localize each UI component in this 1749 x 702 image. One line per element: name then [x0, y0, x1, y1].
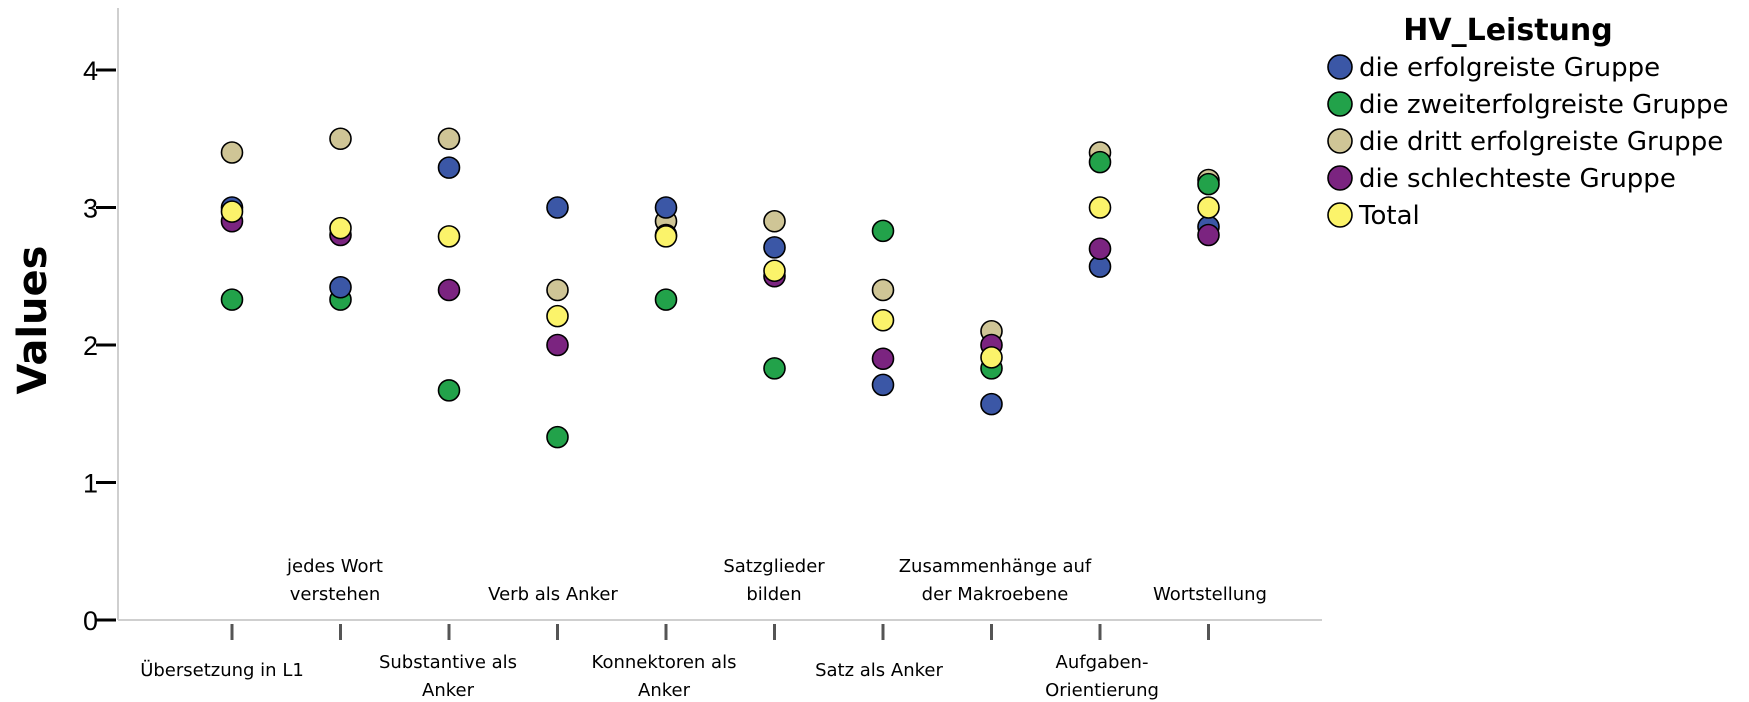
point-die-zweiterfolgreiste-gruppe-0: [220, 288, 244, 311]
x-tick-label-satzglieder-bilden: Satzglieder bilden: [723, 556, 825, 605]
x-tick-label-jedes-wort-verstehen: jedes Wort verstehen: [286, 556, 383, 605]
legend-marker-total: [1327, 202, 1353, 228]
point-total-9: [1197, 196, 1220, 219]
y-tick-label: 3: [83, 194, 98, 224]
point-die-dritt-erfolgreiste-gruppe-2: [437, 127, 461, 151]
point-die-schlechteste-gruppe-6: [871, 347, 895, 371]
point-die-schlechteste-gruppe-8: [1088, 237, 1112, 261]
x-tick-label-substantive-als-anker: Substantive als Anker: [379, 652, 517, 701]
legend-label-die-dritt-erfolgreiste-gruppe: die dritt erfolgreiste Gruppe: [1359, 127, 1723, 157]
x-tick-label-wortstellung: Wortstellung: [1153, 584, 1267, 605]
point-die-zweiterfolgreiste-gruppe-4: [654, 288, 678, 311]
point-total-4: [654, 225, 678, 248]
point-total-6: [871, 308, 895, 332]
y-axis-title: Values: [10, 246, 56, 395]
legend-marker-die-erfolgreiste-gruppe: [1327, 54, 1353, 80]
y-tick-label: 1: [83, 469, 98, 499]
y-tick-label: 4: [83, 56, 98, 86]
legend-label-die-erfolgreiste-gruppe: die erfolgreiste Gruppe: [1359, 53, 1660, 83]
x-axis-category-labels: Übersetzung in L1 jedes Wort verstehen Subs…: [140, 556, 1267, 701]
x-tick-label-übersetzung-in-l1: Übersetzung in L1: [140, 659, 304, 681]
point-die-erfolgreiste-gruppe-7: [980, 392, 1003, 416]
point-total-7: [980, 346, 1003, 369]
legend-label-die-zweiterfolgreiste-gruppe: die zweiterfolgreiste Gruppe: [1359, 90, 1728, 120]
point-die-zweiterfolgreiste-gruppe-2: [437, 379, 461, 402]
point-die-erfolgreiste-gruppe-3: [546, 196, 569, 219]
legend-marker-die-zweiterfolgreiste-gruppe: [1327, 91, 1353, 117]
point-total-2: [437, 225, 461, 248]
point-total-0: [220, 200, 244, 223]
x-tick-label-aufgaben-orientierung: Aufgaben-Orientierung: [1045, 652, 1159, 701]
legend-title: HV_Leistung: [1403, 13, 1612, 48]
x-axis-ticks: [230, 624, 1210, 640]
point-die-dritt-erfolgreiste-gruppe-1: [329, 127, 352, 151]
point-die-schlechteste-gruppe-3: [546, 333, 569, 357]
x-tick-label-konnektoren-als-anker: Konnektoren als Anker: [592, 652, 737, 701]
x-tick-label-zusammenhänge-auf-der-makroebene: Zusammenhänge auf der Makroebene: [899, 556, 1092, 605]
legend-marker-die-dritt-erfolgreiste-gruppe: [1327, 128, 1353, 154]
point-die-schlechteste-gruppe-9: [1197, 223, 1220, 247]
point-die-erfolgreiste-gruppe-2: [437, 156, 461, 179]
point-die-dritt-erfolgreiste-gruppe-0: [220, 141, 244, 164]
point-die-dritt-erfolgreiste-gruppe-5: [763, 209, 786, 233]
point-die-erfolgreiste-gruppe-4: [654, 196, 678, 219]
y-axis-ticks: 0 1 2 3 4: [83, 56, 116, 636]
x-tick-label-satz-als-anker: Satz als Anker: [815, 660, 943, 681]
y-tick-label: 0: [83, 606, 98, 636]
point-die-zweiterfolgreiste-gruppe-9: [1197, 172, 1220, 196]
x-tick-label-verb-als-anker: Verb als Anker: [488, 584, 618, 605]
legend-marker-die-schlechteste-gruppe: [1327, 165, 1353, 191]
legend: HV_Leistung die erfolgreiste Gruppe die z…: [1327, 13, 1728, 231]
point-die-zweiterfolgreiste-gruppe-3: [546, 425, 569, 449]
point-total-1: [329, 216, 352, 240]
point-total-3: [546, 304, 569, 328]
point-die-zweiterfolgreiste-gruppe-6: [871, 219, 895, 243]
point-total-5: [763, 259, 786, 283]
legend-label-total: Total: [1358, 201, 1420, 231]
point-die-zweiterfolgreiste-gruppe-8: [1088, 150, 1112, 174]
point-die-erfolgreiste-gruppe-6: [871, 373, 895, 397]
axes: [117, 8, 1322, 621]
point-die-erfolgreiste-gruppe-5: [763, 236, 786, 259]
point-die-dritt-erfolgreiste-gruppe-6: [871, 278, 895, 302]
point-die-zweiterfolgreiste-gruppe-5: [763, 357, 786, 380]
point-die-erfolgreiste-gruppe-1: [329, 275, 352, 299]
point-die-dritt-erfolgreiste-gruppe-3: [546, 278, 569, 302]
y-tick-label: 2: [83, 331, 98, 361]
point-die-schlechteste-gruppe-2: [437, 278, 461, 302]
legend-label-die-schlechteste-gruppe: die schlechteste Gruppe: [1359, 164, 1676, 194]
data-points: [220, 127, 1220, 449]
point-total-8: [1088, 196, 1112, 219]
